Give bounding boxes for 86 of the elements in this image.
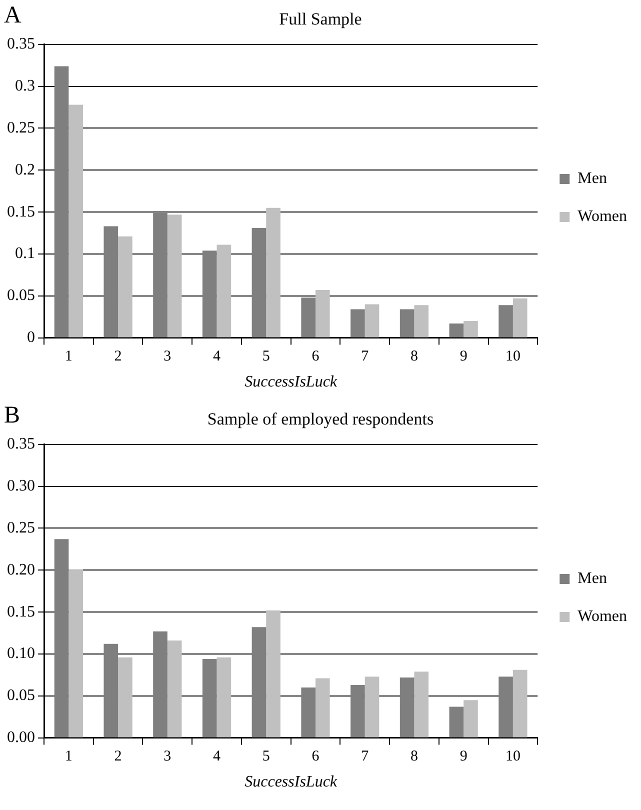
x-tick-label: 2 xyxy=(114,748,122,765)
chart-title: Full Sample xyxy=(279,10,362,29)
y-tick-label: 0.10 xyxy=(7,645,35,662)
text: A xyxy=(4,2,22,28)
bar xyxy=(216,657,232,738)
bar xyxy=(252,228,266,338)
legend-label: Women xyxy=(578,608,628,626)
bar xyxy=(464,321,478,338)
y-tick-label: 0.2 xyxy=(15,161,35,178)
bar xyxy=(167,214,182,338)
y-tick-label: 0.35 xyxy=(7,36,35,53)
bar xyxy=(364,676,380,738)
legend-label: Men xyxy=(578,570,607,588)
bar xyxy=(400,309,414,338)
y-tick-label: 0 xyxy=(27,329,35,346)
x-tick-label: 6 xyxy=(312,348,320,365)
bar xyxy=(364,304,380,338)
bar xyxy=(400,677,414,738)
x-tick-label: 4 xyxy=(213,748,222,765)
bar xyxy=(118,657,132,738)
y-tick-label: 0.1 xyxy=(15,245,35,262)
x-tick-label: 3 xyxy=(164,748,172,765)
bar xyxy=(350,684,365,738)
bar xyxy=(153,631,168,738)
x-tick-label: 7 xyxy=(361,348,370,365)
bar xyxy=(252,627,266,738)
y-tick-label: 0.00 xyxy=(7,729,35,746)
x-tick-label: 9 xyxy=(460,348,468,365)
x-axis-title: SuccessIsLuck xyxy=(244,374,338,391)
bar xyxy=(464,700,478,738)
y-tick-label: 0.15 xyxy=(7,603,35,620)
bar xyxy=(118,236,132,338)
bar xyxy=(449,706,464,738)
x-tick-label: 9 xyxy=(460,748,468,765)
y-tick-label: 0.05 xyxy=(7,687,35,704)
bar xyxy=(512,670,528,738)
x-tick-label: 8 xyxy=(410,748,418,765)
bar xyxy=(167,640,182,738)
bar xyxy=(350,309,365,338)
text: B xyxy=(4,402,20,428)
x-tick-label: 6 xyxy=(312,748,320,765)
x-tick-label: 10 xyxy=(505,348,520,365)
bar xyxy=(498,676,513,738)
y-tick-label: 0.3 xyxy=(15,78,35,95)
bar xyxy=(316,290,330,338)
x-tick-label: 1 xyxy=(64,348,72,365)
bar xyxy=(202,250,217,338)
bar xyxy=(153,212,168,338)
bar xyxy=(104,226,118,338)
x-tick-label: 1 xyxy=(64,748,72,765)
bar xyxy=(68,104,83,338)
chart-title: Sample of employed respondents xyxy=(207,410,434,429)
bar xyxy=(316,678,330,738)
bar xyxy=(202,659,217,738)
bar xyxy=(104,644,118,738)
x-tick-label: 10 xyxy=(505,748,520,765)
x-tick-label: 5 xyxy=(262,748,270,765)
bar xyxy=(414,672,429,738)
x-tick-label: 7 xyxy=(361,748,370,765)
bar xyxy=(216,244,232,338)
bar xyxy=(266,610,280,738)
bar xyxy=(414,305,429,338)
y-tick-label: 0.30 xyxy=(7,478,35,495)
bar xyxy=(266,208,280,338)
bar xyxy=(301,298,316,338)
x-tick-label: 5 xyxy=(262,348,270,365)
bar xyxy=(512,298,528,338)
bar xyxy=(498,305,513,338)
legend-label: Women xyxy=(578,208,628,226)
y-tick-label: 0.25 xyxy=(7,519,35,536)
bar xyxy=(54,66,69,338)
y-tick-label: 0.25 xyxy=(7,119,35,136)
bar xyxy=(449,324,464,338)
x-tick-label: 3 xyxy=(164,348,172,365)
bar xyxy=(68,569,83,738)
y-tick-label: 0.20 xyxy=(7,561,35,578)
x-axis-title: SuccessIsLuck xyxy=(244,774,338,791)
y-tick-label: 0.35 xyxy=(7,436,35,453)
x-tick-label: 8 xyxy=(410,348,418,365)
x-tick-label: 2 xyxy=(114,348,122,365)
y-tick-label: 0.15 xyxy=(7,203,35,220)
x-tick-label: 4 xyxy=(213,348,222,365)
bar xyxy=(54,539,69,738)
bar xyxy=(301,688,316,738)
legend-label: Men xyxy=(578,170,607,188)
y-tick-label: 0.05 xyxy=(7,287,35,304)
